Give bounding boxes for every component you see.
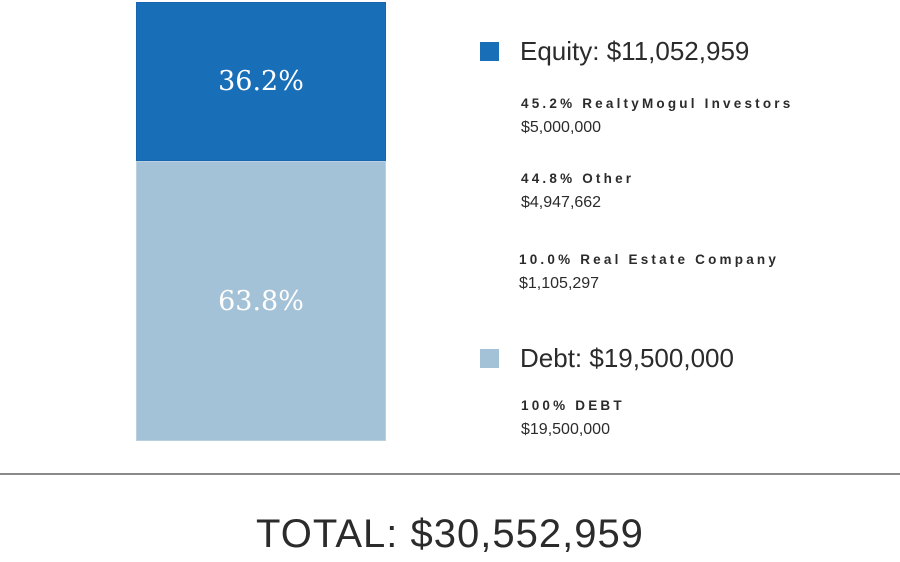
equity-breakdown-item: 10.0% Real Estate Company $1,105,297: [519, 252, 779, 293]
stacked-bar: 36.2% 63.8%: [136, 2, 386, 441]
legend-label-equity: Equity: $11,052,959: [520, 36, 750, 66]
breakdown-amount: $1,105,297: [519, 275, 600, 292]
bar-label-equity: 36.2%: [218, 66, 304, 97]
breakdown-amount: $4,947,662: [521, 194, 602, 211]
breakdown-percent: 45.2% RealtyMogul Investors: [521, 96, 794, 111]
equity-breakdown-item: 45.2% RealtyMogul Investors $5,000,000: [521, 96, 793, 137]
debt-breakdown-item: 100% DEBT $19,500,000: [521, 398, 625, 439]
breakdown-percent: 44.8% Other: [521, 171, 635, 186]
breakdown-percent: 10.0% Real Estate Company: [519, 252, 780, 267]
breakdown-amount: $19,500,000: [521, 421, 610, 438]
legend-swatch-debt: [480, 349, 499, 368]
bar-segment-debt: 63.8%: [136, 161, 386, 441]
breakdown-amount: $5,000,000: [521, 119, 602, 136]
equity-breakdown-item: 44.8% Other $4,947,662: [521, 171, 634, 212]
bar-label-debt: 63.8%: [218, 285, 304, 317]
legend-item-debt: Debt: $19,500,000: [480, 343, 734, 374]
divider-line: [0, 473, 900, 475]
legend-item-equity: Equity: $11,052,959: [480, 36, 749, 67]
breakdown-percent: 100% DEBT: [521, 398, 625, 413]
total-label: TOTAL: $30,552,959: [256, 512, 644, 556]
bar-segment-equity: 36.2%: [136, 2, 386, 161]
legend-swatch-equity: [480, 42, 499, 61]
legend-label-debt: Debt: $19,500,000: [520, 343, 734, 373]
